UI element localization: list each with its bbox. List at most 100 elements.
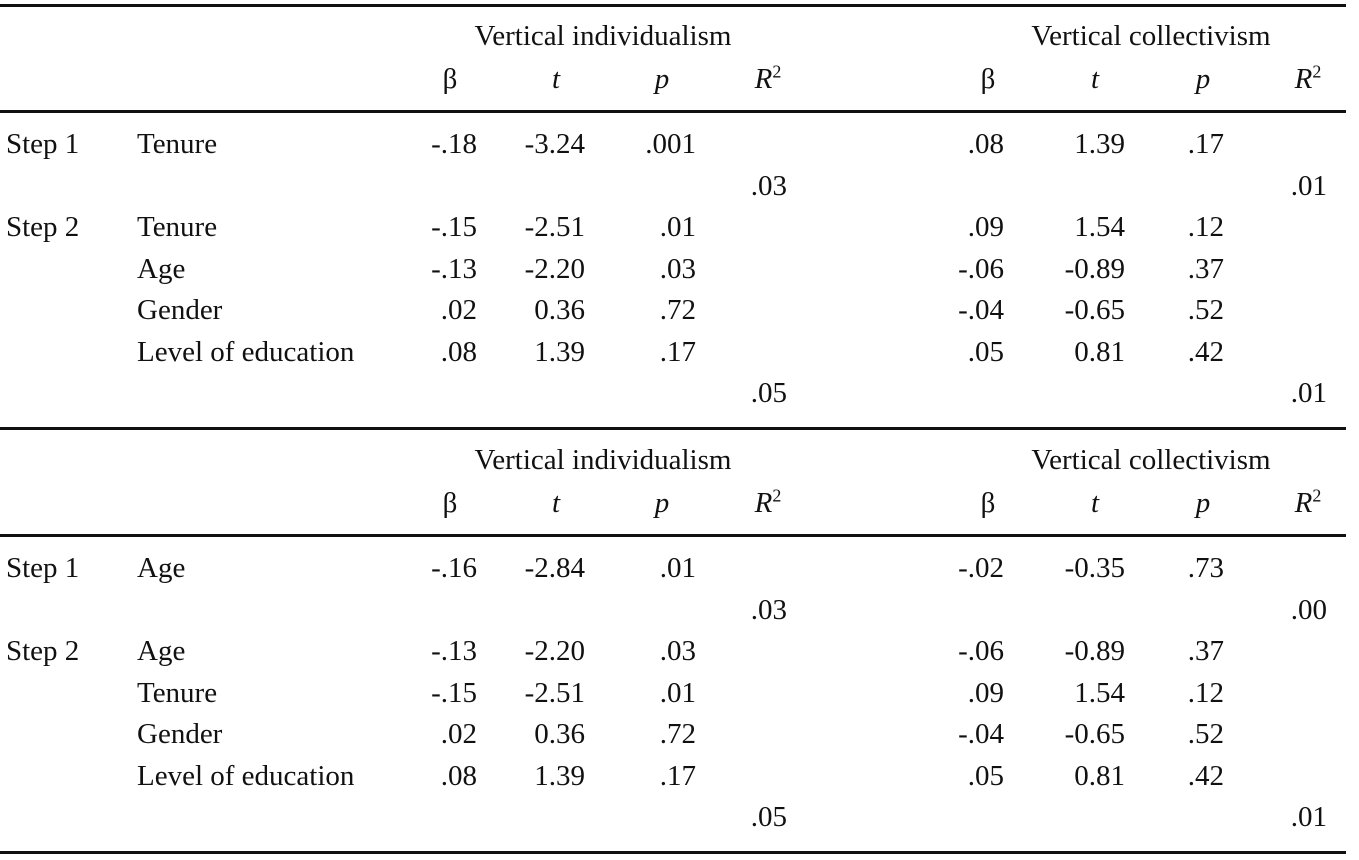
table-cell: -2.84 [524,552,585,584]
table-cell: 1.39 [1074,128,1125,160]
table-cell: .52 [1187,718,1224,750]
variable-label: Tenure [137,128,218,160]
header-rule [0,534,1346,537]
stat-header: t [551,487,561,519]
table-cell: .01 [659,676,696,709]
table-cell: .37 [1187,635,1224,667]
table-cell: .09 [967,676,1004,709]
table-cell: .03 [750,593,787,626]
variable-label: Gender [137,294,223,326]
table-cell: -2.51 [524,676,585,709]
variable-label: Age [137,552,186,584]
table-cell: .001 [645,128,696,160]
stat-header: β [442,63,458,95]
table-cell: 0.36 [534,294,585,326]
table-cell: 0.81 [1074,335,1125,368]
table-cell: .05 [967,759,1004,792]
table-cell: .01 [1290,377,1327,409]
table-cell: -2.51 [524,211,585,243]
table-cell: .52 [1187,294,1224,326]
variable-label: Level of education [137,759,355,792]
r-squared-exponent: 2 [1312,485,1322,506]
table-cell: .42 [1187,335,1224,368]
variable-label: Level of education [137,335,355,368]
table-cell: -.06 [958,252,1004,285]
table-cell: -2.20 [524,635,585,667]
table-cell: .02 [440,718,477,750]
step-label: Step 1 [6,128,80,160]
table-cell: -2.20 [524,252,585,285]
table-cell: .72 [659,294,696,326]
r-squared-header: R2 [754,485,782,519]
table-cell: .17 [1187,128,1224,160]
table-cell: 0.36 [534,718,585,750]
table-cell: -0.89 [1064,252,1125,285]
table-cell: 1.54 [1074,211,1125,243]
table-cell: .02 [440,294,477,326]
stat-header: p [654,487,670,519]
variable-label: Gender [137,718,223,750]
table-cell: .37 [1187,252,1224,285]
table-cell: .03 [750,169,787,202]
stat-header: t [1090,487,1100,519]
r-squared-header: R2 [754,61,782,95]
table-cell: -.04 [958,718,1004,750]
variable-label: Tenure [137,676,218,709]
step-label: Step 2 [6,211,80,243]
table-cell: -0.35 [1064,552,1125,584]
table-cell: .17 [659,759,696,792]
r-squared-exponent: 2 [1312,61,1322,82]
step-label: Step 1 [6,552,80,584]
table-cell: .08 [440,759,477,792]
group-header: Vertical individualism [474,444,732,476]
r-squared-header: R2 [1294,485,1322,519]
panel-divider-rule [0,427,1346,430]
stat-header: t [1090,63,1100,95]
table-cell: -.15 [431,211,477,243]
stat-header: β [980,63,996,95]
table-cell: .03 [659,635,696,667]
table-cell: .03 [659,252,696,285]
stat-header: p [654,63,670,95]
table-cell: .12 [1187,676,1224,709]
variable-label: Tenure [137,211,218,243]
r-squared-exponent: 2 [772,61,782,82]
group-header: Vertical collectivism [1031,20,1271,52]
table-cell: .08 [440,335,477,368]
table-cell: -0.65 [1064,294,1125,326]
table-cell: -0.65 [1064,718,1125,750]
table-cell: 1.54 [1074,676,1125,709]
table-cell: .05 [750,377,787,409]
table-cell: .01 [659,211,696,243]
table-cell: -.13 [431,252,477,285]
table-cell: .09 [967,211,1004,243]
r-squared-header: R2 [1294,61,1322,95]
table-cell: .73 [1187,552,1224,584]
table-cell: .17 [659,335,696,368]
stat-header: p [1195,487,1211,519]
table-cell: -.02 [958,552,1004,584]
table-cell: .01 [659,552,696,584]
bottom-rule [0,851,1346,854]
variable-label: Age [137,252,186,285]
top-rule [0,4,1346,7]
stat-header: β [980,487,996,519]
table-cell: .05 [967,335,1004,368]
group-header: Vertical individualism [474,20,732,52]
table-cell: .01 [1290,801,1327,833]
stat-header: p [1195,63,1211,95]
table-cell: .72 [659,718,696,750]
step-label: Step 2 [6,635,80,667]
table-cell: .01 [1290,169,1327,202]
table-cell: .00 [1290,593,1327,626]
r-squared-exponent: 2 [772,485,782,506]
header-rule [0,110,1346,113]
table-cell: 1.39 [534,759,585,792]
table-cell: .08 [967,128,1004,160]
table-cell: .12 [1187,211,1224,243]
table-cell: 0.81 [1074,759,1125,792]
table-cell: -.15 [431,676,477,709]
table-cell: 1.39 [534,335,585,368]
table-cell: -.04 [958,294,1004,326]
